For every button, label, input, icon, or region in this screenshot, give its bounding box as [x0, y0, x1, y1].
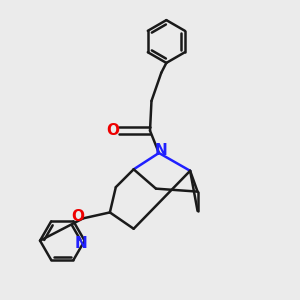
Text: O: O — [71, 209, 84, 224]
Text: O: O — [106, 123, 119, 138]
Text: N: N — [75, 236, 87, 251]
Text: N: N — [154, 143, 167, 158]
